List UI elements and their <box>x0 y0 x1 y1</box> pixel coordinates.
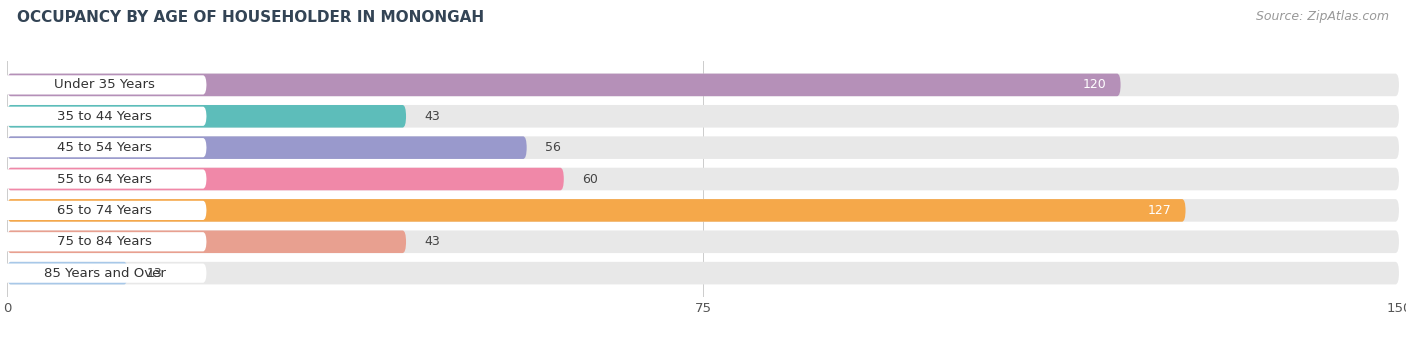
Text: 56: 56 <box>546 141 561 154</box>
FancyBboxPatch shape <box>7 105 1399 128</box>
FancyBboxPatch shape <box>7 105 406 128</box>
Text: Source: ZipAtlas.com: Source: ZipAtlas.com <box>1256 10 1389 23</box>
FancyBboxPatch shape <box>3 138 207 157</box>
Text: 85 Years and Over: 85 Years and Over <box>44 267 166 280</box>
FancyBboxPatch shape <box>7 231 406 253</box>
Text: 127: 127 <box>1147 204 1171 217</box>
FancyBboxPatch shape <box>3 169 207 189</box>
Text: 35 to 44 Years: 35 to 44 Years <box>58 110 152 123</box>
FancyBboxPatch shape <box>7 136 1399 159</box>
FancyBboxPatch shape <box>7 136 527 159</box>
Text: 120: 120 <box>1083 78 1107 91</box>
Text: 45 to 54 Years: 45 to 54 Years <box>58 141 152 154</box>
FancyBboxPatch shape <box>3 75 207 94</box>
FancyBboxPatch shape <box>7 74 1121 96</box>
Text: 13: 13 <box>146 267 162 280</box>
Text: OCCUPANCY BY AGE OF HOUSEHOLDER IN MONONGAH: OCCUPANCY BY AGE OF HOUSEHOLDER IN MONON… <box>17 10 484 25</box>
FancyBboxPatch shape <box>7 168 1399 190</box>
Text: 60: 60 <box>582 173 598 186</box>
FancyBboxPatch shape <box>7 262 128 284</box>
Text: 43: 43 <box>425 110 440 123</box>
Text: 55 to 64 Years: 55 to 64 Years <box>58 173 152 186</box>
FancyBboxPatch shape <box>7 168 564 190</box>
Text: 43: 43 <box>425 235 440 248</box>
FancyBboxPatch shape <box>3 232 207 251</box>
FancyBboxPatch shape <box>3 264 207 283</box>
Text: 75 to 84 Years: 75 to 84 Years <box>58 235 152 248</box>
FancyBboxPatch shape <box>3 107 207 126</box>
FancyBboxPatch shape <box>7 199 1399 222</box>
Text: 65 to 74 Years: 65 to 74 Years <box>58 204 152 217</box>
FancyBboxPatch shape <box>3 201 207 220</box>
Text: Under 35 Years: Under 35 Years <box>53 78 155 91</box>
FancyBboxPatch shape <box>7 262 1399 284</box>
FancyBboxPatch shape <box>7 231 1399 253</box>
FancyBboxPatch shape <box>7 199 1185 222</box>
FancyBboxPatch shape <box>7 74 1399 96</box>
